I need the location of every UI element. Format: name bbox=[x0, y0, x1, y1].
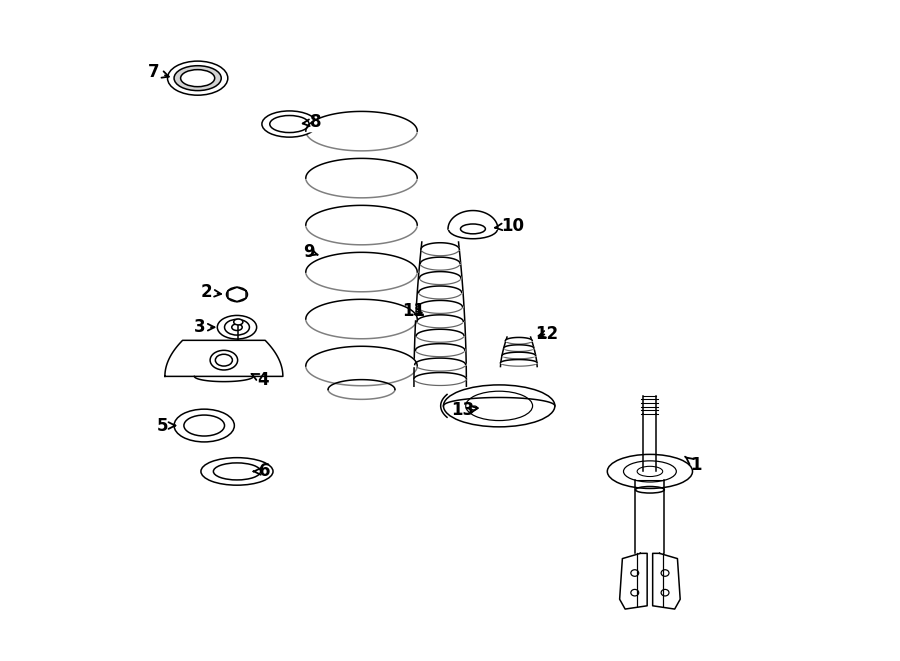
Polygon shape bbox=[637, 553, 663, 605]
Polygon shape bbox=[635, 480, 664, 553]
Text: 9: 9 bbox=[303, 243, 318, 261]
Text: 7: 7 bbox=[148, 63, 169, 81]
Text: 1: 1 bbox=[685, 456, 701, 474]
Text: 6: 6 bbox=[254, 463, 271, 481]
Text: 13: 13 bbox=[452, 401, 478, 420]
Ellipse shape bbox=[262, 111, 317, 137]
Text: 5: 5 bbox=[158, 416, 176, 434]
Ellipse shape bbox=[181, 69, 215, 87]
Ellipse shape bbox=[608, 454, 692, 488]
Ellipse shape bbox=[444, 385, 555, 427]
Ellipse shape bbox=[174, 65, 221, 91]
Text: 12: 12 bbox=[536, 325, 559, 343]
Ellipse shape bbox=[217, 315, 256, 339]
Text: 2: 2 bbox=[201, 284, 221, 301]
Polygon shape bbox=[652, 553, 680, 609]
Polygon shape bbox=[165, 340, 283, 376]
Text: 8: 8 bbox=[302, 113, 321, 131]
Text: 3: 3 bbox=[194, 318, 214, 336]
Ellipse shape bbox=[234, 319, 243, 325]
Ellipse shape bbox=[227, 288, 248, 301]
Ellipse shape bbox=[174, 409, 234, 442]
Polygon shape bbox=[619, 553, 647, 609]
Ellipse shape bbox=[201, 457, 273, 485]
Ellipse shape bbox=[167, 61, 228, 95]
Polygon shape bbox=[448, 211, 498, 229]
Text: 11: 11 bbox=[402, 302, 426, 320]
Ellipse shape bbox=[210, 350, 238, 370]
Text: 10: 10 bbox=[495, 217, 524, 235]
Ellipse shape bbox=[224, 319, 249, 335]
Text: 4: 4 bbox=[252, 371, 269, 389]
Ellipse shape bbox=[448, 219, 498, 239]
